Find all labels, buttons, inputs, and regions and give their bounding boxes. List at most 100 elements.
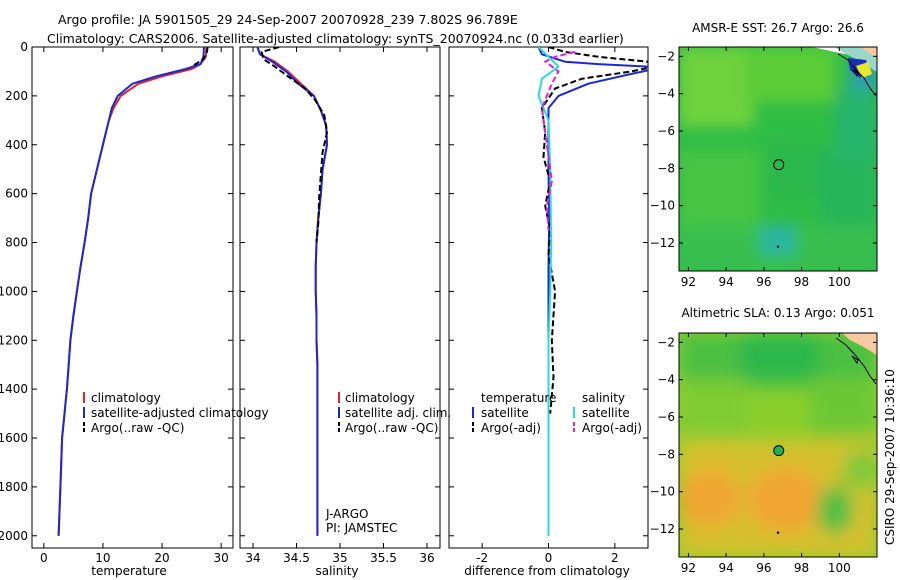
map-y-tick-label: −12 [650, 522, 675, 536]
annotation-program: J-ARGO [325, 507, 368, 521]
legend-header-salinity: salinity [582, 391, 625, 405]
map-y-tick-label: −8 [657, 161, 675, 175]
sla-argo-location [773, 445, 785, 534]
map-y-tick-label: −8 [657, 447, 675, 461]
temperature-axes: 0 10 20 30 0 200 400 600 800 1000 1200 1400 1600 1800… [0, 40, 233, 565]
map-y-tick-label: −2 [657, 335, 675, 349]
salinity-axis-label: salinity [315, 564, 358, 578]
legend-label-satellite-adjusted: satellite-adjusted climatology [91, 406, 269, 420]
difference-axis-label: difference from climatology [464, 564, 630, 578]
temperature-plot-frame [31, 46, 234, 549]
x-tick-label: 34.5 [283, 551, 310, 565]
series-argo-raw-qc [260, 47, 328, 243]
map-x-tick-label: 98 [794, 561, 809, 575]
y-tick-label: 1800 [0, 480, 28, 494]
series-argo-raw-qc [191, 47, 209, 68]
map-x-tick-label: 100 [828, 275, 851, 289]
map-x-tick-label: 98 [794, 275, 809, 289]
x-tick-label: 35 [332, 551, 347, 565]
x-tick-label: 36 [419, 551, 434, 565]
map-x-tick-label: 96 [756, 275, 771, 289]
island-marker [776, 531, 780, 534]
legend-label-climatology: climatology [345, 391, 415, 405]
x-tick-label: 0 [545, 551, 553, 565]
x-tick-label: 35.5 [370, 551, 397, 565]
salinity-axes: 34 34.5 35 35.5 36 [240, 46, 440, 565]
argo-location-marker [773, 159, 785, 171]
y-tick-label: 600 [5, 187, 28, 201]
map-y-tick-label: −4 [657, 373, 675, 387]
series-temperature-satellite [537, 47, 648, 536]
creation-stamp: CSIRO 29-Sep-2007 10:36:10 [883, 369, 897, 545]
salinity-legend: climatology satellite adj. clim. Argo(..… [325, 391, 451, 535]
sst-argo-location [773, 159, 785, 248]
map-x-tick-label: 92 [681, 275, 696, 289]
legend-label-argo: Argo(..raw -QC) [345, 421, 438, 435]
argo-location-marker [773, 445, 785, 457]
legend-label-satellite-adj: satellite adj. clim. [345, 406, 451, 420]
figure-title-line2: Climatology: CARS2006. Satellite-adjuste… [47, 31, 624, 46]
y-tick-label: 1000 [0, 284, 28, 298]
series-satellite-adjusted-climatology [57, 47, 205, 536]
difference-series-layer [537, 47, 648, 536]
legend-label-argo: Argo(..raw -QC) [91, 421, 184, 435]
map-y-tick-label: −6 [657, 410, 675, 424]
x-tick-label: 10 [95, 551, 110, 565]
map-x-tick-label: 96 [756, 561, 771, 575]
series-satellite-adj-clim [256, 47, 328, 536]
x-tick-label: -2 [476, 551, 488, 565]
island-marker [776, 245, 780, 248]
map-x-tick-label: 94 [719, 561, 734, 575]
sst-map-field [679, 47, 877, 271]
salinity-series-layer [256, 47, 328, 536]
map-y-tick-label: −2 [657, 49, 675, 63]
y-tick-label: 800 [5, 236, 28, 250]
series-salinity-argo-adj [540, 50, 576, 231]
temperature-legend: climatology satellite-adjusted climatolo… [83, 391, 269, 435]
x-tick-label: 2 [611, 551, 619, 565]
map-y-tick-label: −10 [650, 199, 675, 213]
y-tick-label: 0 [20, 40, 28, 54]
map-y-tick-label: −12 [650, 236, 675, 250]
y-tick-label: 1200 [0, 333, 28, 347]
temperature-series-layer [57, 47, 209, 536]
map-x-tick-label: 100 [828, 561, 851, 575]
map-x-tick-label: 92 [681, 561, 696, 575]
salinity-plot-frame [239, 46, 441, 549]
legend-label-climatology: climatology [91, 391, 161, 405]
sla-map-title: Altimetric SLA: 0.13 Argo: 0.051 [681, 306, 874, 320]
series-climatology [57, 47, 208, 536]
sst-map-title: AMSR-E SST: 26.7 Argo: 26.6 [692, 21, 864, 35]
series-salinity-satellite [537, 47, 560, 536]
y-tick-label: 200 [5, 89, 28, 103]
x-tick-label: 34 [245, 551, 260, 565]
y-tick-label: 2000 [0, 529, 28, 543]
difference-axes: -2 0 2 [449, 46, 648, 565]
sla-map-axes: 92 94 96 98 100 −2 −4 −6 −8 −10 −12 [650, 333, 877, 575]
x-tick-label: 0 [40, 551, 48, 565]
x-tick-label: 30 [214, 551, 229, 565]
map-y-tick-label: −10 [650, 485, 675, 499]
sla-map-field [679, 333, 877, 557]
x-tick-label: 20 [154, 551, 169, 565]
map-y-tick-label: −6 [657, 124, 675, 138]
map-y-tick-label: −4 [657, 87, 675, 101]
legend-label-sal-argo: Argo(-adj) [582, 421, 642, 435]
sla-map-frame [678, 332, 878, 558]
legend-header-temperature: temperature [481, 391, 556, 405]
annotation-pi: PI: JAMSTEC [326, 521, 397, 535]
sst-map-frame [678, 46, 878, 272]
map-x-tick-label: 94 [719, 275, 734, 289]
y-tick-label: 400 [5, 138, 28, 152]
y-tick-label: 1600 [0, 431, 28, 445]
sst-map-axes: 92 94 96 98 100 −2 −4 −6 −8 −10 −12 [650, 47, 877, 289]
y-tick-label: 1400 [0, 382, 28, 396]
difference-legend: temperature salinity satellite Argo(-adj… [472, 391, 642, 435]
legend-label-sal-satellite: satellite [582, 406, 630, 420]
legend-label-temp-argo: Argo(-adj) [481, 421, 541, 435]
legend-label-temp-satellite: satellite [481, 406, 529, 420]
figure-title-line1: Argo profile: JA 5901505_29 24-Sep-2007 … [58, 12, 518, 27]
series-temperature-argo-adj [540, 47, 648, 414]
temperature-axis-label: temperature [91, 564, 166, 578]
